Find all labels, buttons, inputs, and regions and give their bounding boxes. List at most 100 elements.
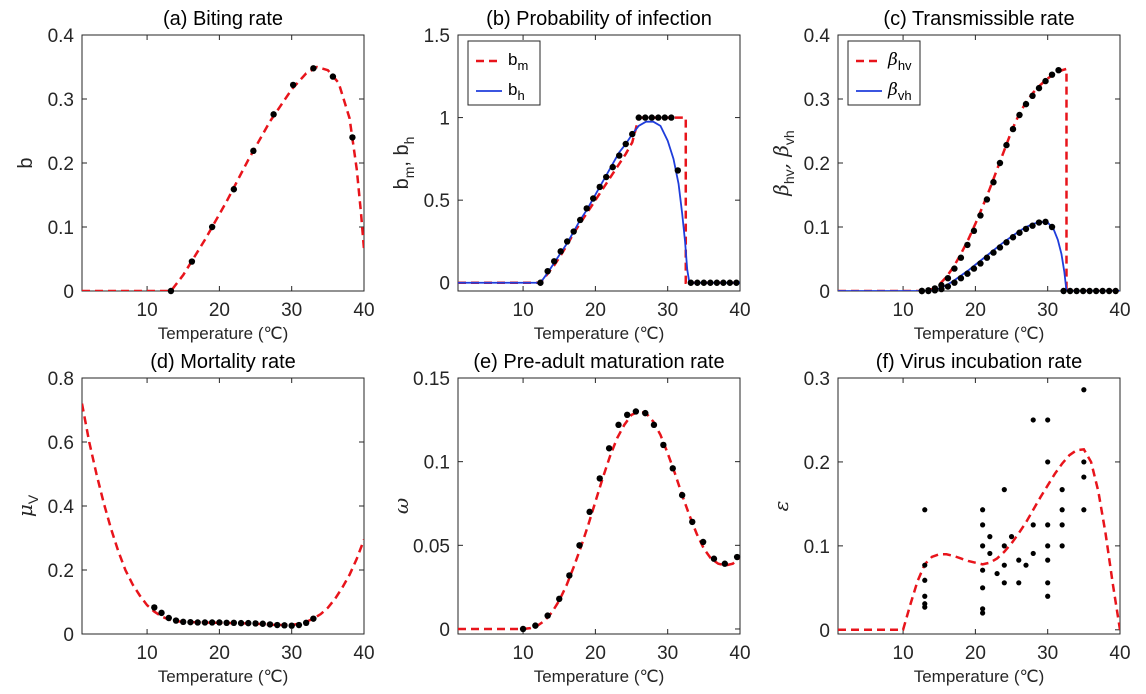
x-tick-label: 30 bbox=[1037, 300, 1058, 321]
data-point bbox=[223, 619, 230, 626]
data-point bbox=[1008, 534, 1015, 540]
series-line-b_m bbox=[458, 116, 740, 284]
data-point bbox=[615, 421, 622, 429]
y-tick-label: 0.2 bbox=[804, 453, 830, 474]
x-tick-label: 10 bbox=[893, 300, 914, 321]
data-point bbox=[707, 279, 714, 286]
data-point bbox=[957, 254, 965, 261]
data-point bbox=[1079, 287, 1087, 295]
y-tick-label: 0 bbox=[439, 274, 450, 295]
data-point bbox=[642, 409, 649, 417]
x-tick-label: 10 bbox=[137, 643, 158, 664]
data-point bbox=[1003, 141, 1010, 149]
data-point bbox=[577, 216, 584, 224]
data-point bbox=[230, 619, 238, 626]
data-point bbox=[996, 244, 1004, 251]
data-point bbox=[694, 279, 701, 286]
data-point bbox=[1059, 543, 1065, 549]
y-tick-label: 0.2 bbox=[804, 154, 830, 175]
data-point bbox=[964, 241, 971, 249]
data-point bbox=[922, 507, 928, 513]
data-point bbox=[1092, 287, 1100, 295]
y-axis-label: bm, bh bbox=[391, 137, 417, 190]
series-line-beta_vh bbox=[838, 220, 1120, 291]
y-tick-label: 0.3 bbox=[804, 369, 830, 390]
data-point bbox=[1099, 287, 1106, 295]
y-tick-label: 0.4 bbox=[48, 497, 75, 518]
data-point bbox=[1060, 287, 1067, 295]
data-point bbox=[1045, 459, 1051, 465]
data-point bbox=[519, 625, 527, 633]
data-point bbox=[180, 618, 187, 626]
data-point bbox=[590, 195, 597, 202]
data-point bbox=[274, 621, 281, 629]
data-point bbox=[556, 595, 563, 603]
data-point bbox=[596, 475, 603, 482]
x-tick-label: 40 bbox=[353, 643, 374, 664]
data-point bbox=[674, 167, 682, 174]
data-point bbox=[544, 267, 551, 275]
data-point bbox=[544, 612, 551, 619]
data-point bbox=[1059, 507, 1065, 513]
data-point bbox=[266, 621, 274, 628]
data-point bbox=[1009, 125, 1017, 133]
y-tick-label: 0 bbox=[439, 620, 450, 641]
x-tick-label: 10 bbox=[893, 643, 914, 664]
data-point bbox=[194, 619, 201, 626]
data-point bbox=[1030, 417, 1036, 423]
x-tick-label: 40 bbox=[729, 643, 750, 664]
data-point bbox=[650, 421, 658, 429]
x-axis-label: Temperature (℃) bbox=[534, 667, 665, 686]
data-point bbox=[1073, 287, 1080, 295]
x-axis-label: Temperature (℃) bbox=[158, 667, 289, 686]
data-point bbox=[270, 111, 277, 118]
data-point bbox=[1029, 92, 1036, 100]
data-point bbox=[583, 205, 590, 212]
data-point bbox=[1042, 77, 1049, 85]
data-point bbox=[648, 114, 655, 121]
data-point bbox=[1022, 100, 1030, 108]
panel-title: (d) Mortality rate bbox=[150, 351, 296, 373]
x-tick-label: 10 bbox=[513, 643, 534, 664]
data-point bbox=[1035, 219, 1043, 226]
data-point bbox=[566, 572, 573, 579]
y-tick-label: 0 bbox=[63, 282, 74, 303]
data-point bbox=[951, 279, 958, 286]
panel-c: 10 20 30 40 0 0.1 0.2 0.3 0.4 (c) Transmissible r… bbox=[769, 8, 1131, 343]
data-point bbox=[570, 228, 577, 235]
y-axis-label: ε bbox=[769, 501, 793, 512]
data-point bbox=[983, 254, 991, 261]
data-point bbox=[596, 183, 603, 191]
data-point bbox=[1003, 239, 1010, 246]
data-point bbox=[994, 570, 1000, 577]
series-line-a-0 bbox=[82, 65, 364, 291]
data-point bbox=[295, 621, 303, 629]
data-point bbox=[151, 604, 158, 611]
data-point bbox=[964, 270, 971, 277]
data-point bbox=[302, 619, 310, 626]
data-point bbox=[586, 508, 593, 516]
data-point bbox=[624, 411, 631, 419]
data-point bbox=[172, 617, 180, 624]
panel-title: (a) Biting rate bbox=[163, 8, 283, 30]
data-point bbox=[642, 114, 649, 121]
data-point bbox=[990, 249, 997, 256]
data-point bbox=[733, 279, 740, 286]
data-point bbox=[1105, 287, 1113, 295]
data-point bbox=[678, 491, 686, 499]
data-point bbox=[1001, 487, 1007, 493]
data-point bbox=[687, 279, 695, 286]
data-point bbox=[700, 279, 708, 286]
data-point bbox=[532, 622, 539, 629]
data-point bbox=[537, 279, 544, 286]
data-point bbox=[1059, 522, 1065, 528]
data-point bbox=[252, 620, 259, 627]
data-point bbox=[925, 287, 932, 295]
data-point bbox=[349, 134, 356, 141]
data-point bbox=[1045, 417, 1051, 423]
x-axis-label: Temperature (℃) bbox=[158, 324, 289, 343]
y-tick-label: 0.6 bbox=[48, 433, 74, 454]
data-point bbox=[1022, 225, 1030, 233]
data-point bbox=[245, 619, 252, 627]
